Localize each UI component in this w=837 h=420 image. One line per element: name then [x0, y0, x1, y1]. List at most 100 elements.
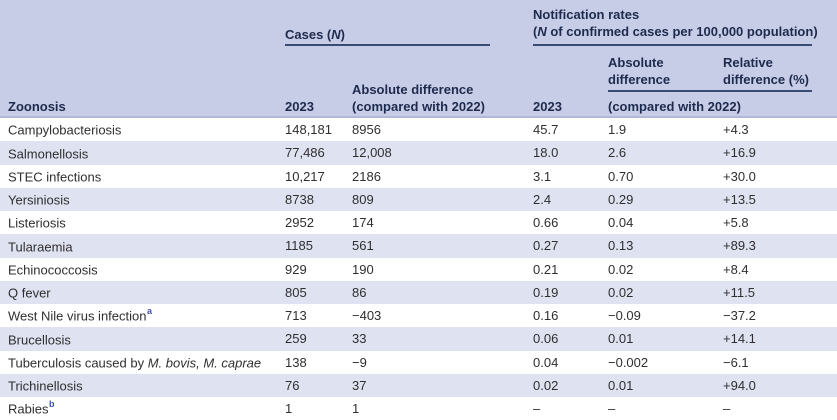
cases-abs-diff-value: −9 [352, 354, 367, 370]
rate-2023-value: 0.02 [533, 377, 559, 393]
rate-rel-diff-value: +16.9 [723, 145, 756, 161]
zoonosis-name: Rabies [8, 401, 49, 417]
zoonosis-name-cell: Q fever [0, 284, 280, 301]
rate-abs-diff-value: 0.01 [608, 377, 634, 393]
column-header-zoonosis: Zoonosis [8, 99, 66, 114]
table-row: Q fever 805 86 0.19 0.02 +11.5 [0, 280, 837, 304]
zoonosis-name-cell: Echinococcosis [0, 261, 280, 277]
rate-2023-value: 0.27 [533, 238, 559, 254]
zoonosis-name-cell: Rabiesb [0, 400, 280, 416]
zoonosis-name-italic: M. bovis, M. caprae [147, 355, 262, 371]
rate-abs-diff-value: 0.29 [608, 191, 634, 207]
cases-abs-diff-line1: Absolute difference [352, 82, 474, 97]
table-row: Trichinellosis 76 37 0.02 0.01 +94.0 [0, 373, 837, 397]
rates-title-line1: Notification rates [533, 7, 640, 22]
zoonosis-name-cell: Campylobacteriosis [0, 121, 280, 138]
column-header-cases-2023: 2023 [285, 99, 314, 114]
table-row: Salmonellosis 77,486 12,008 18.0 2.6 +16… [0, 141, 837, 165]
rate-rel-diff-value: −37.2 [723, 308, 756, 324]
rates-abs-diff-line1: Absolute [608, 55, 664, 70]
rate-rel-diff-value: +14.1 [723, 331, 756, 347]
zoonosis-name: Tuberculosis caused by [8, 355, 148, 371]
zoonosis-name-cell: Salmonellosis [0, 145, 280, 161]
cases-abs-diff-value: 8956 [352, 122, 381, 138]
column-header-rates-abs-diff: Absolute difference [608, 54, 670, 88]
table-row: Echinococcosis 929 190 0.21 0.02 +8.4 [0, 257, 837, 281]
cases-abs-diff-value: 2186 [352, 168, 381, 184]
cases-abs-diff-value: 809 [352, 191, 374, 207]
rate-abs-diff-value: 0.02 [608, 261, 634, 277]
rate-rel-diff-value: +11.5 [723, 284, 755, 300]
zoonosis-name: Brucellosis [8, 332, 71, 348]
rate-2023-value: 2.4 [533, 191, 552, 207]
cases-2023-value: 2952 [285, 215, 314, 231]
column-header-cases-abs-diff: Absolute difference (compared with 2022) [352, 81, 485, 115]
table-row: Rabiesb 1 1 – – – [0, 397, 837, 420]
zoonosis-name: West Nile virus infection [8, 308, 147, 324]
rates-title-italic-n: N [537, 24, 547, 39]
cases-abs-diff-value: 174 [352, 215, 374, 231]
zoonosis-name-cell: Brucellosis [0, 331, 280, 347]
cases-abs-diff-value: −403 [352, 308, 382, 324]
cases-abs-diff-value: 1 [352, 401, 360, 417]
cases-2023-value: 8738 [285, 191, 314, 207]
table-row: West Nile virus infectiona 713 −403 0.16… [0, 304, 837, 328]
cases-2023-value: 929 [285, 261, 307, 277]
rate-abs-diff-value: 2.6 [608, 145, 627, 161]
group-header-cases: Cases (N) [285, 26, 345, 43]
cases-abs-diff-value: 12,008 [352, 145, 392, 161]
column-header-rates-2023: 2023 [533, 99, 562, 114]
zoonosis-name-cell: Yersiniosis [0, 191, 280, 208]
zoonosis-name: Tularaemia [8, 239, 73, 255]
rates-compared-with-label: (compared with 2022) [608, 99, 741, 114]
footnote-marker: a [146, 307, 152, 317]
cases-abs-diff-value: 190 [352, 261, 374, 277]
zoonosis-name-cell: West Nile virus infectiona [0, 307, 280, 323]
cases-title-suffix: ) [340, 27, 345, 42]
rate-abs-diff-value: 0.04 [608, 215, 634, 231]
cases-2023-value: 1185 [285, 238, 313, 254]
rate-rel-diff-value: −6.1 [723, 354, 749, 370]
cases-2023-value: 148,181 [285, 122, 332, 138]
rates-rel-diff-line1: Relative [723, 55, 773, 70]
rate-rel-diff-value: +8.4 [723, 261, 749, 277]
zoonosis-name: Echinococcosis [8, 262, 98, 278]
table-body: Campylobacteriosis 148,181 8956 45.7 1.9… [0, 118, 837, 420]
table-row: Tuberculosis caused by M. bovis, M. capr… [0, 350, 837, 374]
rate-rel-diff-value: +89.3 [723, 238, 756, 254]
rate-abs-diff-value: −0.002 [608, 354, 649, 370]
zoonosis-name: Trichinellosis [8, 378, 83, 394]
rate-rel-diff-value: – [723, 401, 731, 417]
rate-2023-value: 0.19 [533, 284, 559, 300]
table-row: STEC infections 10,217 2186 3.1 0.70 +30… [0, 164, 837, 188]
zoonosis-name: STEC infections [8, 169, 102, 185]
rate-2023-value: 3.1 [533, 168, 552, 184]
table-header: Zoonosis Cases (N) 2023 Absolute differe… [0, 0, 837, 118]
cases-title-prefix: Cases ( [285, 27, 332, 42]
rate-rel-diff-value: +4.3 [723, 122, 749, 138]
table-row: Listeriosis 2952 174 0.66 0.04 +5.8 [0, 211, 837, 235]
rates-title-line2: (N of confirmed cases per 100,000 popula… [533, 24, 818, 39]
zoonosis-name: Yersiniosis [8, 192, 70, 208]
rate-2023-value: 45.7 [533, 122, 559, 138]
zoonosis-name-cell: Listeriosis [0, 214, 280, 231]
rate-rel-diff-value: +5.8 [723, 215, 749, 231]
table-row: Yersiniosis 8738 809 2.4 0.29 +13.5 [0, 187, 837, 211]
footnote-marker: b [48, 400, 55, 410]
zoonosis-name: Listeriosis [8, 215, 66, 231]
rate-abs-diff-value: 0.70 [608, 168, 634, 184]
rate-2023-value: 18.0 [533, 145, 559, 161]
cases-abs-diff-value: 37 [352, 377, 367, 393]
rate-abs-diff-value: 0.02 [608, 284, 634, 300]
rate-rel-diff-value: +30.0 [723, 168, 756, 184]
cases-abs-diff-value: 86 [352, 284, 367, 300]
rate-2023-value: 0.06 [533, 331, 559, 347]
rate-2023-value: 0.21 [533, 261, 559, 277]
rate-rel-diff-value: +94.0 [723, 377, 756, 393]
rates-abs-diff-line2: difference [608, 72, 671, 87]
zoonosis-name-cell: STEC infections [0, 168, 280, 184]
zoonosis-name: Campylobacteriosis [8, 122, 122, 138]
rate-abs-diff-value: −0.09 [608, 308, 641, 324]
table-row: Tularaemia 1185 561 0.27 0.13 +89.3 [0, 234, 837, 258]
cases-2023-value: 1 [285, 401, 293, 417]
